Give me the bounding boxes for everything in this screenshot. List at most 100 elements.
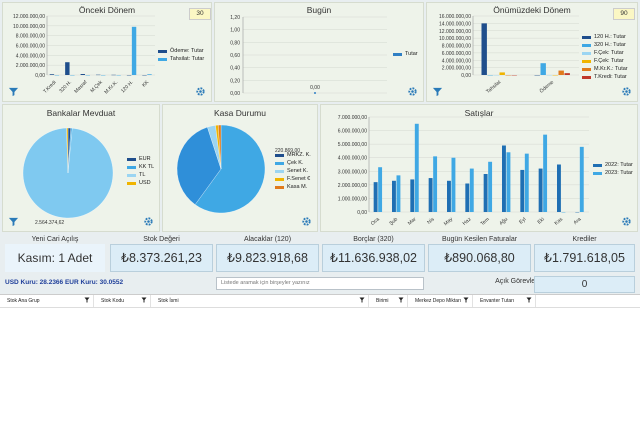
bar [396, 175, 401, 212]
x-tick-label: Mar [407, 216, 418, 226]
y-tick-label: 4.000.000,00 [442, 58, 471, 64]
kpi-label: Borçlar (320) [353, 236, 394, 243]
gear-icon[interactable] [621, 216, 632, 227]
panel-bankalar-mevduat: Bankalar Mevduat 2.564.374,62 EUR KK TL … [2, 104, 160, 232]
legend-item: Ödeme: Tutar [170, 48, 204, 54]
panel-title: Bankalar Mevduat [46, 108, 116, 118]
bar [465, 183, 470, 212]
search-input[interactable]: Listede aramak için birşeyler yazınız [216, 277, 424, 290]
y-tick-label: 1,00 [230, 28, 240, 34]
kpi-label: Yeni Cari Açılış [31, 236, 79, 243]
panel-kasa-durumu: Kasa Durumu 220.869,00 MRKZ. K. Çek K. S… [162, 104, 318, 232]
x-tick-label: 120 H. [120, 80, 135, 95]
legend-item: EUR [139, 156, 151, 162]
bar [428, 178, 433, 212]
legend-item: F.Senet € [287, 176, 311, 182]
filter-icon[interactable] [8, 216, 19, 227]
pie-slice [66, 127, 69, 174]
y-tick-label: 0,00 [461, 73, 471, 79]
y-tick-label: 0,20 [230, 78, 240, 84]
kpi-yeni-cari[interactable]: Kasım: 1 Adet [5, 244, 105, 272]
legend: 2022: Tutar 2023: Tutar [593, 161, 633, 177]
legend: MRKZ. K. Çek K. Senet K. F.Senet € Kasa … [275, 151, 311, 191]
filter-icon[interactable] [398, 297, 404, 303]
x-tick-label: Ağu [498, 216, 509, 226]
legend-item: M.Kr.K.: Tutar [594, 66, 628, 72]
y-tick-label: 1.000.000,00 [338, 196, 367, 202]
column-header[interactable]: Merkez Depo Miktarı [408, 295, 473, 307]
y-tick-label: 7.000.000,00 [338, 115, 367, 121]
kpi-alacaklar[interactable]: ₺9.823.918,68 [216, 244, 319, 272]
legend-item: Tahsilat: Tutar [170, 56, 205, 62]
legend: EUR KK TL TL USD [127, 155, 154, 187]
kpi-stok-degeri[interactable]: ₺8.373.261,23 [110, 244, 213, 272]
panel-satislar: Satışlar 7.000.000,00 6.000.000,00 5.000.0… [320, 104, 638, 232]
data-point [314, 92, 316, 94]
bar [538, 168, 543, 212]
onceki-chart: 12.000.000,00 10.000.000,00 8.000.000,00 6.… [13, 14, 155, 96]
gear-icon[interactable] [407, 86, 418, 97]
kpi-label: Alacaklar (120) [243, 236, 292, 243]
bar [506, 152, 511, 212]
filter-icon[interactable] [8, 86, 19, 97]
column-label: Birimi [376, 298, 389, 304]
column-header[interactable]: Envanter Tutarı [473, 295, 536, 307]
x-tick-label: Ödeme [538, 79, 555, 95]
filter-icon[interactable] [359, 297, 365, 303]
x-tick-label: Masraf [73, 79, 88, 94]
column-header[interactable]: Stok İsmi [151, 295, 369, 307]
column-header[interactable]: Stok Ana Grup [0, 295, 94, 307]
y-tick-label: 5.000.000,00 [338, 142, 367, 148]
legend-item: F.Çek: Tutar [594, 50, 624, 56]
legend: Tutar [393, 50, 418, 58]
bar [410, 179, 415, 212]
bar [557, 164, 561, 212]
bar [579, 146, 584, 212]
kpi-krediler[interactable]: ₺1.791.618,05 [534, 244, 635, 272]
y-tick-label: 2.000.000,00 [338, 183, 367, 189]
legend-item: Tutar [405, 51, 418, 57]
period-badge[interactable]: 30 [189, 8, 211, 20]
pie-total-label: 2.564.374,62 [35, 220, 64, 226]
gear-icon[interactable] [301, 216, 312, 227]
x-tick-label: KK [141, 79, 150, 88]
gear-icon[interactable] [621, 86, 632, 97]
x-tick-label: M.Kr.K. [103, 80, 119, 96]
filter-icon[interactable] [141, 297, 147, 303]
kpi-bugun-faturalar[interactable]: ₺890.068,80 [428, 244, 531, 272]
legend-item: Kasa M. [287, 184, 308, 190]
x-tick-label: Oca [370, 216, 381, 227]
kasa-pie: 220.869,00 [176, 124, 300, 214]
bankalar-pie: 2.564.374,62 [22, 127, 114, 226]
period-badge[interactable]: 90 [613, 8, 635, 20]
y-tick-label: 6.000.000,00 [338, 129, 367, 135]
bar [488, 161, 493, 212]
filter-icon[interactable] [463, 297, 469, 303]
bar [433, 156, 438, 212]
y-tick-label: 8.000.000,00 [16, 34, 45, 40]
filter-icon[interactable] [84, 297, 90, 303]
gorevler-count[interactable]: 0 [534, 276, 635, 293]
legend-item: KK TL [139, 164, 155, 170]
y-tick-label: 0,60 [230, 53, 240, 59]
x-tick-label: T.Kredi [42, 80, 57, 95]
gear-icon[interactable] [143, 216, 154, 227]
x-tick-label: Ara [573, 216, 583, 226]
grid-header: Stok Ana Grup Stok Kodu Stok İsmi Birimi… [0, 295, 640, 308]
x-tick-label: Tem [480, 216, 491, 227]
bar [540, 63, 546, 75]
legend-item: Senet K. [287, 168, 309, 174]
satislar-chart: 7.000.000,00 6.000.000,00 5.000.000,00 4.00… [338, 115, 589, 227]
kpi-borclar[interactable]: ₺11.636.938,02 [322, 244, 425, 272]
bar [520, 169, 525, 212]
column-header[interactable]: Birimi [369, 295, 408, 307]
y-tick-label: 0,00 [230, 91, 240, 97]
x-tick-label: Nis [426, 216, 436, 226]
filter-icon[interactable] [432, 86, 443, 97]
bar [543, 134, 548, 212]
y-tick-label: 4.000.000,00 [338, 156, 367, 162]
filter-icon[interactable] [526, 297, 532, 303]
column-header[interactable]: Stok Kodu [94, 295, 151, 307]
gear-icon[interactable] [195, 86, 206, 97]
